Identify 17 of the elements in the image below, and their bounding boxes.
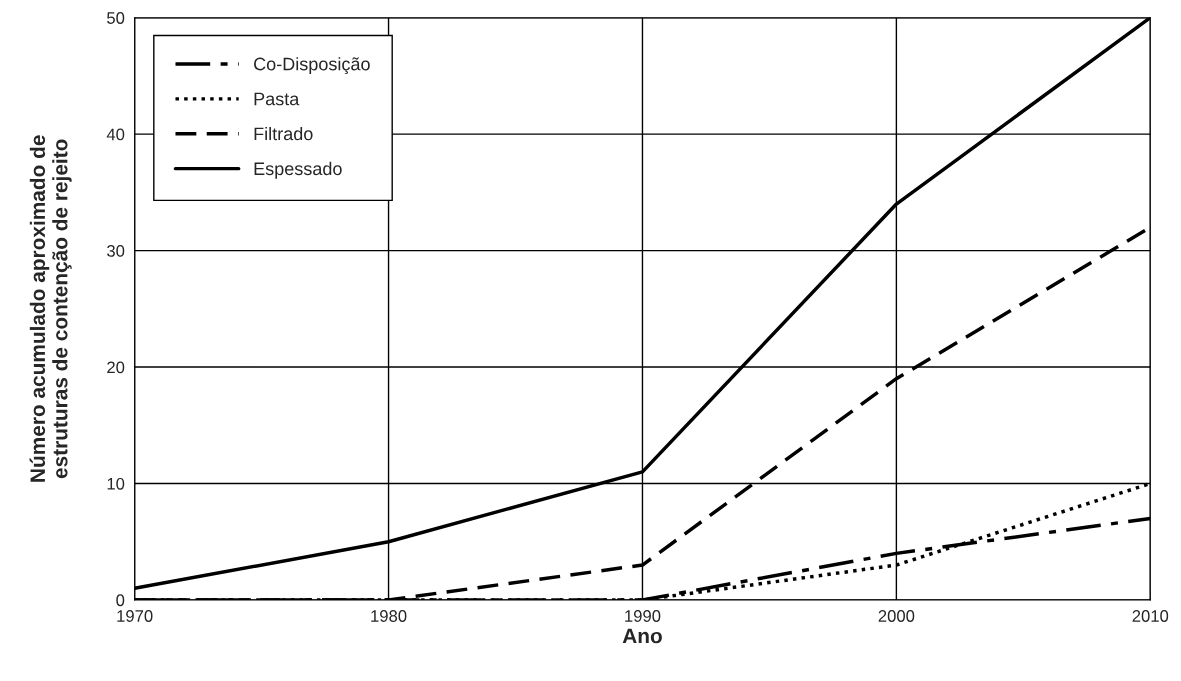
y-tick-label: 40 [106, 128, 125, 141]
x-tick-label: 1980 [371, 610, 407, 622]
y-tick-label: 30 [107, 245, 125, 257]
legend-label: Pasta [254, 92, 300, 106]
y-axis-title: Número acumulado aproximado de estruturas de contenção de rejeito [29, 135, 72, 482]
y-tick-label: 10 [107, 477, 125, 490]
x-tick-label: 1990 [625, 610, 661, 622]
x-tick-label: 2000 [878, 610, 915, 622]
y-tick-label: 20 [107, 361, 125, 374]
y-tick-label: 0 [116, 594, 125, 607]
x-tick-label: 2010 [1132, 610, 1169, 622]
legend-label: Co-Disposição [254, 57, 370, 75]
x-axis-title: Ano [622, 628, 662, 644]
y-tick-label: 50 [107, 12, 125, 24]
x-tick-label: 1970 [117, 610, 153, 622]
legend-label: Filtrado [254, 126, 313, 141]
legend-label: Espessado [254, 161, 342, 179]
